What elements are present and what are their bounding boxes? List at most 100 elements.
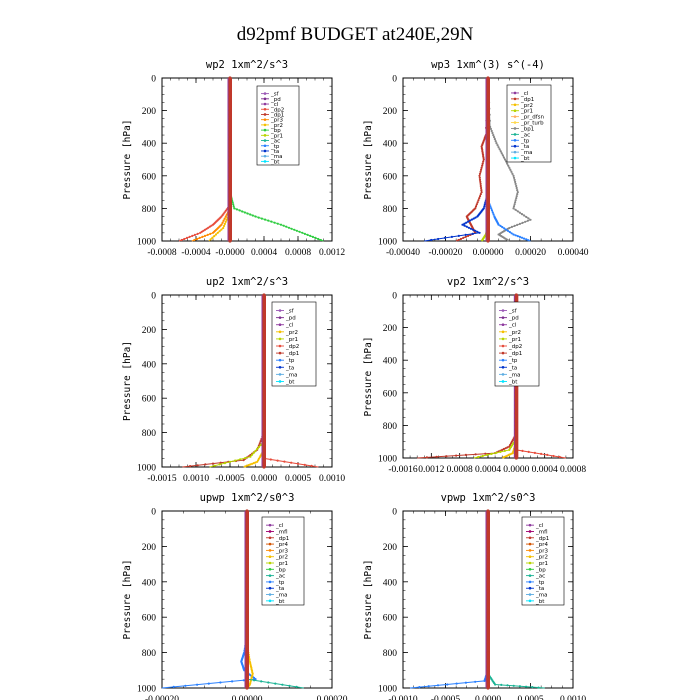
zero-trace-point: [262, 345, 266, 349]
series-point-_pr1: [508, 448, 511, 451]
legend-label-_bp: _bp: [275, 567, 286, 573]
legend-label-_cl: _cl: [285, 323, 294, 329]
series-point-_pr2: [224, 220, 227, 223]
legend-marker-_mfl: [268, 530, 272, 533]
series-point-_ta: [465, 225, 468, 228]
y-tick-label: 800: [383, 422, 398, 432]
series-point-_pr2: [251, 462, 254, 465]
panel-title: upwp 1xm^2/s0^3: [200, 492, 295, 504]
zero-trace-point: [262, 297, 266, 301]
legend-label-_cl: _cl: [535, 523, 544, 529]
series-point-_dp1: [504, 447, 507, 450]
zero-trace-point: [486, 566, 490, 571]
legend-marker-_sf: [263, 92, 267, 95]
series-point-_dp1: [480, 168, 483, 171]
zero-trace-point: [228, 104, 232, 109]
series-point-_tp: [474, 680, 477, 683]
zero-trace-point: [486, 606, 490, 611]
legend-marker-_ta: [528, 586, 532, 590]
series-point-_tp: [501, 226, 504, 229]
series-point-_pr3: [222, 219, 225, 222]
y-tick-label: 400: [383, 140, 398, 150]
series-point-_tp: [506, 229, 509, 232]
series-point-_bp1: [515, 195, 518, 198]
series-point-_bp1: [493, 138, 496, 141]
x-tick-label: -0.0005: [215, 474, 245, 484]
series-point-_dp1: [219, 461, 222, 464]
y-tick-label: 1000: [378, 685, 397, 695]
legend: _sf_pd_cl_pr2_pr1_dp2_dp1_tp_ta_ma_bt: [494, 301, 540, 387]
zero-trace-point: [486, 628, 490, 633]
zero-trace-point: [228, 202, 232, 206]
series-point-_pr2: [211, 236, 214, 239]
legend-label-_cl: _cl: [270, 102, 279, 108]
series-point-_dp2: [540, 452, 543, 455]
series-point-_pr1: [228, 460, 232, 463]
series-point-_dp2: [521, 449, 524, 452]
zero-trace-point: [262, 448, 266, 452]
legend-marker-_ac: [268, 574, 272, 577]
series-point-_dp2: [269, 458, 272, 461]
zero-trace-point: [262, 366, 266, 370]
legend-marker-_tp: [268, 580, 272, 584]
series-point-_bp1: [526, 219, 529, 222]
legend-marker-_bp1: [513, 127, 517, 130]
series-point-_dp1: [481, 148, 484, 151]
zero-trace-point: [486, 157, 490, 162]
legend-marker-_dp1: [528, 536, 532, 540]
zero-trace-point: [486, 202, 490, 206]
series-point-_tp: [490, 207, 493, 210]
series-point-_pr3: [223, 217, 226, 220]
series-point-_pr1: [234, 459, 237, 462]
zero-trace-point: [262, 332, 266, 336]
x-tick-label: 0.0012: [319, 248, 345, 258]
series-point-_bp: [273, 221, 276, 224]
legend-label-_pr2: _pr2: [520, 103, 533, 109]
series-point-_bp1: [497, 146, 500, 149]
series-point-_pr3: [224, 215, 227, 218]
zero-trace-point: [486, 145, 490, 149]
y-tick-label: 0: [392, 508, 397, 518]
series-point-_bp: [301, 231, 304, 234]
legend-marker-_cl: [263, 102, 267, 106]
series-point-_dp1: [511, 439, 514, 442]
series-point-_tp: [490, 209, 494, 212]
series-point-_dp2: [210, 224, 213, 227]
x-tick-label: -0.00040: [386, 248, 420, 258]
zero-trace-point: [228, 182, 232, 186]
series-point-_bp1: [514, 180, 517, 183]
legend-label-_dp2: _dp2: [270, 107, 284, 113]
legend-label-_dp1: _dp1: [535, 536, 549, 542]
zero-trace-point: [228, 231, 232, 235]
zero-trace-point: [486, 558, 490, 562]
legend-marker-_bp: [263, 128, 267, 132]
series-point-_dp1: [478, 174, 481, 177]
series-point-_dp1: [506, 446, 509, 449]
zero-trace-point: [228, 137, 232, 141]
series-point-_dp2: [533, 451, 537, 454]
zero-trace-point: [262, 319, 266, 323]
zero-trace-point: [486, 215, 490, 219]
series-point-_bp: [317, 237, 320, 241]
legend-marker-_ta: [513, 144, 517, 148]
legend-marker-_pr3: [263, 118, 267, 121]
zero-trace-point: [486, 682, 490, 686]
legend-label-_cl: _cl: [520, 91, 529, 97]
legend-marker-_pr2: [268, 555, 272, 558]
series-point-_tp: [491, 211, 494, 214]
zero-trace-point: [486, 633, 490, 637]
series-point-_bp1: [512, 174, 515, 177]
zero-trace-point: [514, 423, 518, 427]
zero-trace-point: [228, 121, 232, 125]
zero-trace-point: [486, 624, 490, 628]
series-point-_tp: [523, 237, 526, 240]
zero-trace-point: [486, 620, 490, 624]
zero-trace-point: [245, 597, 249, 602]
series-point-_bp1: [516, 210, 519, 213]
panel-title: vpwp 1xm^2/s0^3: [441, 492, 536, 504]
zero-trace-point: [486, 227, 490, 231]
legend-label-_dp2: _dp2: [508, 344, 522, 350]
panel-wp2: wp2 1xm^2/s^3 Pressure [hPa] 0 200 400 600 800…: [122, 59, 345, 258]
legend-label-_pr4: _pr4: [535, 542, 549, 548]
